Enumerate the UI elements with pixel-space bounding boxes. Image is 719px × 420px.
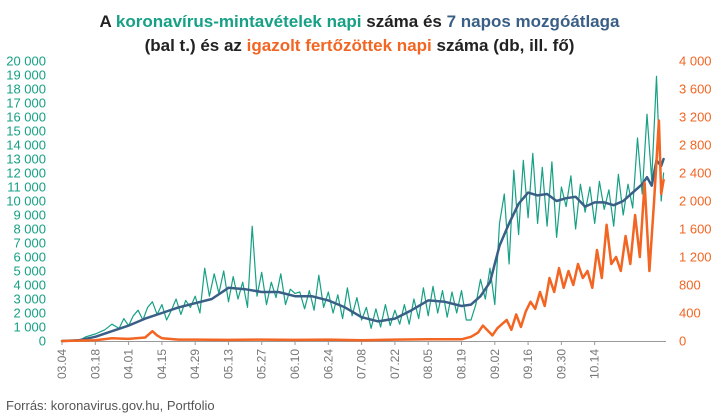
x-tick-label: 06.24 <box>321 349 335 379</box>
right-y-tick-label: 800 <box>679 278 701 293</box>
title-segment: száma és <box>361 12 447 31</box>
x-tick-label: 09.16 <box>521 349 535 379</box>
left-y-tick-label: 10 000 <box>6 194 46 209</box>
left-y-tick-label: 6 000 <box>13 250 46 265</box>
title-segment: (bal t.) és az <box>144 36 247 55</box>
left-y-tick-label: 19 000 <box>6 68 46 83</box>
right-y-tick-label: 2 800 <box>679 138 712 153</box>
title-line-2: (bal t.) és az igazolt fertőzöttek napi … <box>0 34 719 58</box>
x-axis: 03.04 03.18 04.01 04.15 04.29 05.13 05.27 06.10… <box>55 341 666 379</box>
x-tick-label: 04.01 <box>122 349 136 379</box>
left-y-tick-label: 18 000 <box>6 82 46 97</box>
x-tick-label: 09.02 <box>488 349 502 379</box>
source-note: Forrás: koronavirus.gov.hu, Portfolio <box>6 398 215 413</box>
x-tick-label: 03.04 <box>55 349 69 379</box>
right-y-tick-label: 1 200 <box>679 250 712 265</box>
left-y-tick-label: 16 000 <box>6 110 46 125</box>
x-tick-label: 04.15 <box>155 349 169 379</box>
left-y-tick-label: 4 000 <box>13 278 46 293</box>
right-y-tick-label: 3 200 <box>679 110 712 125</box>
left-y-tick-label: 5 000 <box>13 264 46 279</box>
x-tick-label: 08.19 <box>454 349 468 379</box>
left-y-tick-label: 12 000 <box>6 166 46 181</box>
x-tick-label: 05.13 <box>221 349 235 379</box>
left-y-tick-label: 8 000 <box>13 222 46 237</box>
right-y-tick-label: 1 600 <box>679 222 712 237</box>
right-y-tick-label: 4 000 <box>679 54 712 69</box>
right-y-tick-label: 2 400 <box>679 166 712 181</box>
right-y-tick-label: 0 <box>679 334 686 349</box>
x-tick-label: 10.14 <box>588 349 602 379</box>
x-tick-label: 08.05 <box>421 349 435 379</box>
left-y-tick-label: 1 000 <box>13 320 46 335</box>
title-segment: A <box>99 12 116 31</box>
left-y-tick-label: 3 000 <box>13 292 46 307</box>
left-y-tick-label: 9 000 <box>13 208 46 223</box>
series-line-average <box>60 157 665 343</box>
left-y-tick-label: 17 000 <box>6 96 46 111</box>
x-tick-label: 04.29 <box>188 349 202 379</box>
left-y-tick-label: 11 000 <box>7 180 46 195</box>
right-y-tick-label: 2 000 <box>679 194 712 209</box>
left-y-tick-label: 13 000 <box>6 152 46 167</box>
right-y-tick-label: 400 <box>679 306 701 321</box>
left-y-tick-label: 20 000 <box>6 54 46 69</box>
series-layer <box>60 75 665 343</box>
left-y-tick-label: 7 000 <box>13 236 46 251</box>
left-y-tick-label: 14 000 <box>6 138 46 153</box>
x-tick-label: 09.30 <box>554 349 568 379</box>
left-y-tick-label: 15 000 <box>6 124 46 139</box>
title-segment: koronavírus-mintavételek napi <box>115 12 362 31</box>
x-tick-label: 06.10 <box>288 349 302 379</box>
title-segment: 7 napos mozgóátlaga <box>446 12 620 31</box>
left-y-tick-label: 2 000 <box>13 306 46 321</box>
left-y-tick-label: 0 <box>39 334 46 349</box>
series-line-tests <box>61 75 665 342</box>
x-tick-label: 03.18 <box>88 349 102 379</box>
title-line-1: A koronavírus-mintavételek napi száma és… <box>0 10 719 34</box>
chart-title: A koronavírus-mintavételek napi száma és… <box>0 10 719 58</box>
title-segment: száma (db, ill. fő) <box>431 36 575 55</box>
right-y-tick-label: 3 600 <box>679 82 712 97</box>
x-tick-label: 07.22 <box>388 349 402 379</box>
right-y-axis: 0 400 800 1 200 1 600 2 000 2 400 2 800 3 200 3 6… <box>679 54 712 349</box>
series-line-cases <box>60 119 665 343</box>
title-segment: igazolt fertőzöttek napi <box>246 36 432 55</box>
x-tick-label: 05.27 <box>255 349 269 379</box>
x-tick-label: 07.08 <box>355 349 369 379</box>
